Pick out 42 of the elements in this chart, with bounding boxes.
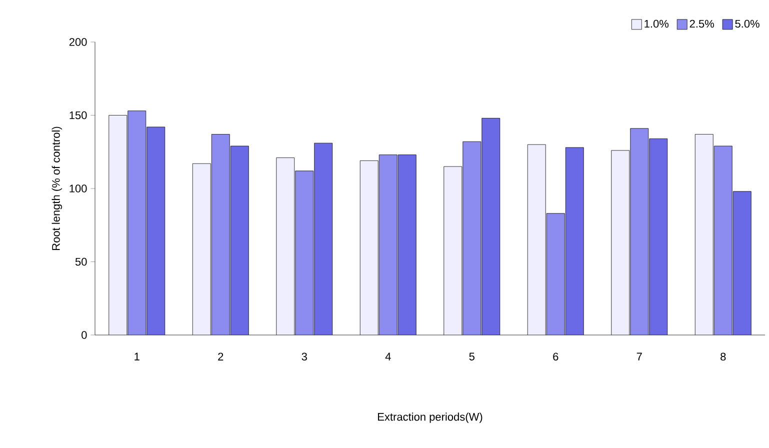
legend-label: 1.0% <box>644 20 669 28</box>
bar <box>128 110 146 335</box>
bar <box>398 154 416 335</box>
y-tick-label: 0 <box>82 331 87 339</box>
y-axis-title: Root length (% of control) <box>52 126 62 250</box>
x-tick-label: 5 <box>469 352 474 360</box>
bar <box>732 191 752 335</box>
x-tick-label: 3 <box>302 352 307 361</box>
bar <box>212 134 230 335</box>
bar <box>714 146 732 335</box>
y-tick-label: 200 <box>69 38 87 46</box>
bar <box>694 134 714 335</box>
bar <box>295 170 314 335</box>
x-tick-label: 6 <box>553 352 558 361</box>
bar <box>566 147 584 335</box>
bar <box>546 213 565 335</box>
y-tick-label: 150 <box>70 111 87 120</box>
y-tick-label: 100 <box>70 184 87 192</box>
bar <box>108 115 127 335</box>
bar <box>528 144 546 335</box>
bar <box>230 146 249 335</box>
bar <box>276 158 294 335</box>
x-tick-label: 1 <box>134 352 140 360</box>
bar <box>649 138 668 335</box>
x-tick-label: 7 <box>636 352 642 360</box>
bar <box>360 160 378 335</box>
bar <box>462 142 481 335</box>
legend-label: 5.0% <box>735 20 760 28</box>
x-tick-label: 4 <box>385 352 391 360</box>
bar <box>444 166 462 335</box>
bar <box>379 154 398 335</box>
bar <box>314 143 332 335</box>
x-tick-label: 2 <box>218 352 224 360</box>
x-tick-label: 8 <box>720 352 726 361</box>
bar <box>192 164 211 335</box>
bar <box>611 150 630 335</box>
bar <box>630 128 648 335</box>
bar <box>482 118 500 335</box>
bar <box>146 126 165 335</box>
x-axis-title: Extraction periods(W) <box>378 412 482 423</box>
y-tick-label: 50 <box>75 258 87 266</box>
legend-label: 2.5% <box>690 20 714 28</box>
